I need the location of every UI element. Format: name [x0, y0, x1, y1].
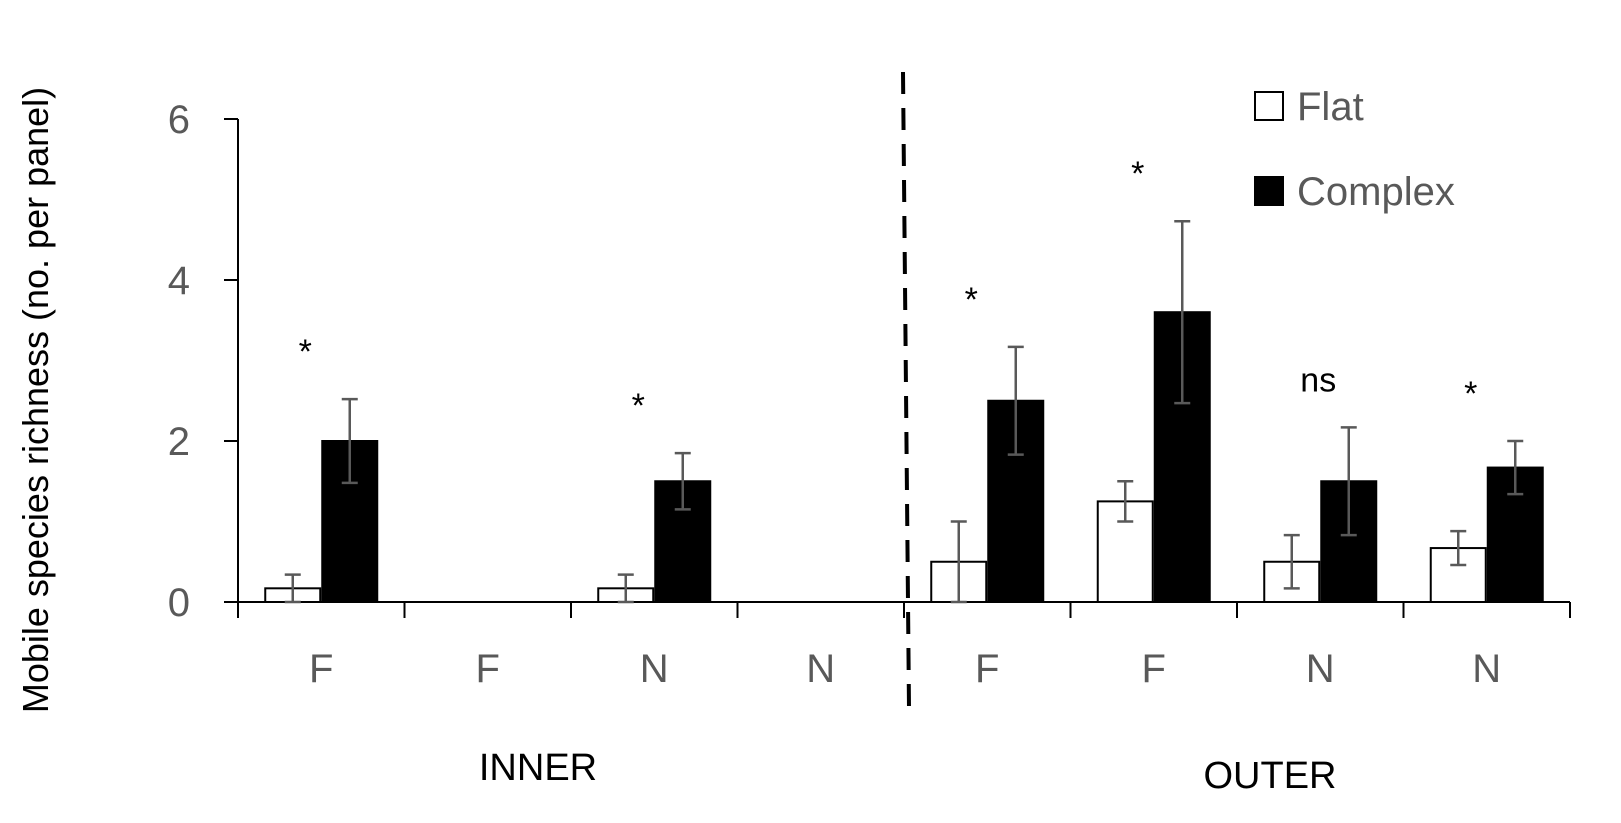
x-tick-label: F — [476, 647, 500, 691]
legend-swatch-flat — [1254, 91, 1284, 121]
x-tick-label: N — [1472, 647, 1501, 691]
group-label-outer: OUTER — [1204, 755, 1337, 797]
x-tick-label: F — [1142, 647, 1166, 691]
legend-label-flat: Flat — [1297, 85, 1364, 129]
x-tick-label: N — [1306, 647, 1335, 691]
error-bars — [284, 219, 1524, 604]
y-tick-label: 4 — [168, 259, 190, 303]
bars — [264, 311, 1544, 604]
legend-label-complex: Complex — [1297, 170, 1455, 214]
group-label-inner: INNER — [479, 747, 597, 789]
significance-marker: * — [1464, 375, 1477, 413]
legend: Flat Complex — [1254, 85, 1455, 214]
significance-annotations: * * * * ns * — [299, 155, 1478, 425]
significance-marker: * — [299, 333, 312, 371]
significance-marker: * — [965, 281, 978, 319]
y-tick-label: 6 — [168, 98, 190, 142]
x-tick-label: N — [806, 647, 835, 691]
y-tick-label: 0 — [168, 581, 190, 625]
legend-swatch-complex — [1254, 176, 1284, 206]
significance-marker: ns — [1300, 361, 1336, 399]
x-tick-label: F — [975, 647, 999, 691]
x-tick-label: N — [640, 647, 669, 691]
y-tick-label: 2 — [168, 420, 190, 464]
x-tick-label: F — [309, 647, 333, 691]
significance-marker: * — [1131, 155, 1144, 193]
significance-marker: * — [632, 387, 645, 425]
y-axis-label: Mobile species richness (no. per panel) — [15, 87, 56, 713]
y-tick-labels: 0 2 4 6 — [168, 98, 190, 625]
